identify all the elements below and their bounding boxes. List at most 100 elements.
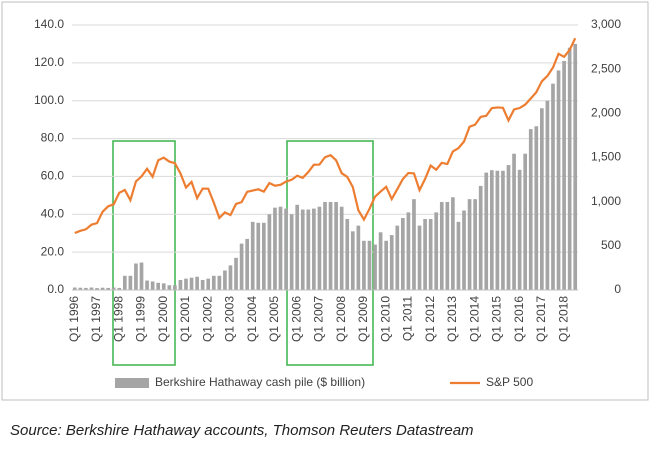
x-tick-label: Q1 2012	[423, 296, 437, 342]
bar	[556, 70, 561, 290]
bar	[567, 47, 572, 290]
bar	[439, 201, 444, 290]
bar	[540, 108, 544, 291]
bar	[428, 219, 433, 290]
x-tick-label: Q1 1999	[134, 296, 148, 342]
bar	[78, 287, 83, 290]
bar	[495, 170, 500, 290]
bar	[306, 209, 311, 290]
bar	[401, 218, 405, 290]
legend-label: Berkshire Hathaway cash pile ($ billion)	[155, 375, 365, 389]
y-tick-label: 100.0	[34, 93, 64, 107]
bar	[323, 201, 327, 290]
bar	[134, 263, 138, 290]
bar	[256, 222, 261, 290]
bar	[228, 265, 233, 290]
y2-tick-label: 1,000	[591, 194, 621, 208]
bar	[250, 221, 255, 290]
bar	[523, 153, 528, 290]
x-tick-label: Q1 2007	[312, 296, 326, 342]
x-tick-label: Q1 2013	[445, 296, 459, 342]
bar	[362, 240, 366, 290]
bar	[406, 212, 411, 290]
y-tick-label: 80.0	[41, 131, 65, 145]
x-tick-label: Q1 2014	[467, 296, 481, 342]
bar	[350, 231, 355, 290]
y2-tick-label: 2,000	[591, 106, 621, 120]
bar	[223, 270, 227, 290]
bar	[150, 281, 155, 290]
bar	[512, 153, 516, 290]
bar	[317, 206, 322, 290]
bar	[284, 208, 288, 290]
bar	[412, 199, 416, 290]
bar	[462, 210, 466, 290]
bar	[517, 169, 522, 290]
bar	[122, 275, 127, 290]
bar	[184, 278, 188, 290]
bar	[445, 201, 450, 290]
y2-tick-label: 0	[614, 282, 621, 296]
bar	[262, 222, 266, 290]
x-tick-label: Q1 2015	[490, 296, 504, 342]
bar	[267, 214, 272, 290]
bar	[467, 199, 472, 290]
bar	[489, 170, 494, 290]
bar	[200, 279, 205, 290]
bar	[484, 172, 489, 290]
x-tick-label: Q1 2009	[356, 296, 370, 342]
y-tick-label: 120.0	[34, 55, 64, 69]
x-tick-label: Q1 2003	[223, 296, 237, 342]
bar	[356, 225, 361, 290]
x-tick-label: Q1 2017	[534, 296, 548, 342]
bar	[106, 287, 110, 290]
x-tick-label: Q1 1997	[89, 296, 103, 342]
bar	[345, 219, 350, 290]
bar	[473, 199, 477, 290]
legend-swatch	[115, 378, 149, 388]
bar	[245, 238, 249, 290]
bar	[239, 243, 244, 290]
bar	[506, 165, 511, 290]
y2-tick-label: 2,500	[591, 61, 621, 75]
bar	[373, 244, 377, 290]
x-tick-label: Q1 2006	[289, 296, 303, 342]
bar	[167, 285, 172, 290]
x-tick-label: Q1 1998	[111, 296, 125, 342]
bar	[456, 221, 461, 290]
x-tick-label: Q1 2005	[267, 296, 281, 342]
bar	[534, 126, 539, 291]
bar	[195, 276, 199, 290]
bar	[367, 240, 372, 290]
bar	[84, 287, 88, 290]
bar	[111, 287, 116, 290]
x-tick-label: Q1 2008	[334, 296, 348, 342]
bar	[156, 282, 161, 290]
bar	[551, 83, 555, 290]
bar	[451, 197, 455, 290]
x-tick-label: Q1 2002	[200, 296, 214, 342]
bar	[117, 287, 122, 290]
line	[74, 37, 577, 235]
x-tick-label: Q1 2004	[245, 296, 259, 342]
bar	[217, 275, 222, 290]
bar	[161, 283, 166, 290]
legend-label: S&P 500	[486, 375, 533, 389]
bar	[528, 129, 533, 290]
bar	[501, 170, 505, 290]
source-note: Source: Berkshire Hathaway accounts, Tho…	[10, 422, 474, 439]
bar	[145, 280, 149, 290]
bar	[384, 240, 388, 290]
bar	[273, 207, 277, 290]
bar	[300, 209, 305, 290]
y2-tick-label: 500	[601, 238, 621, 252]
bar	[312, 208, 316, 290]
bar	[95, 288, 99, 290]
x-tick-label: Q1 2010	[378, 296, 392, 342]
y2-tick-label: 3,000	[591, 17, 621, 31]
y2-tick-label: 1,500	[591, 150, 621, 164]
chart-border	[1, 1, 649, 401]
bar	[206, 278, 211, 290]
y-tick-label: 20.0	[41, 244, 65, 258]
